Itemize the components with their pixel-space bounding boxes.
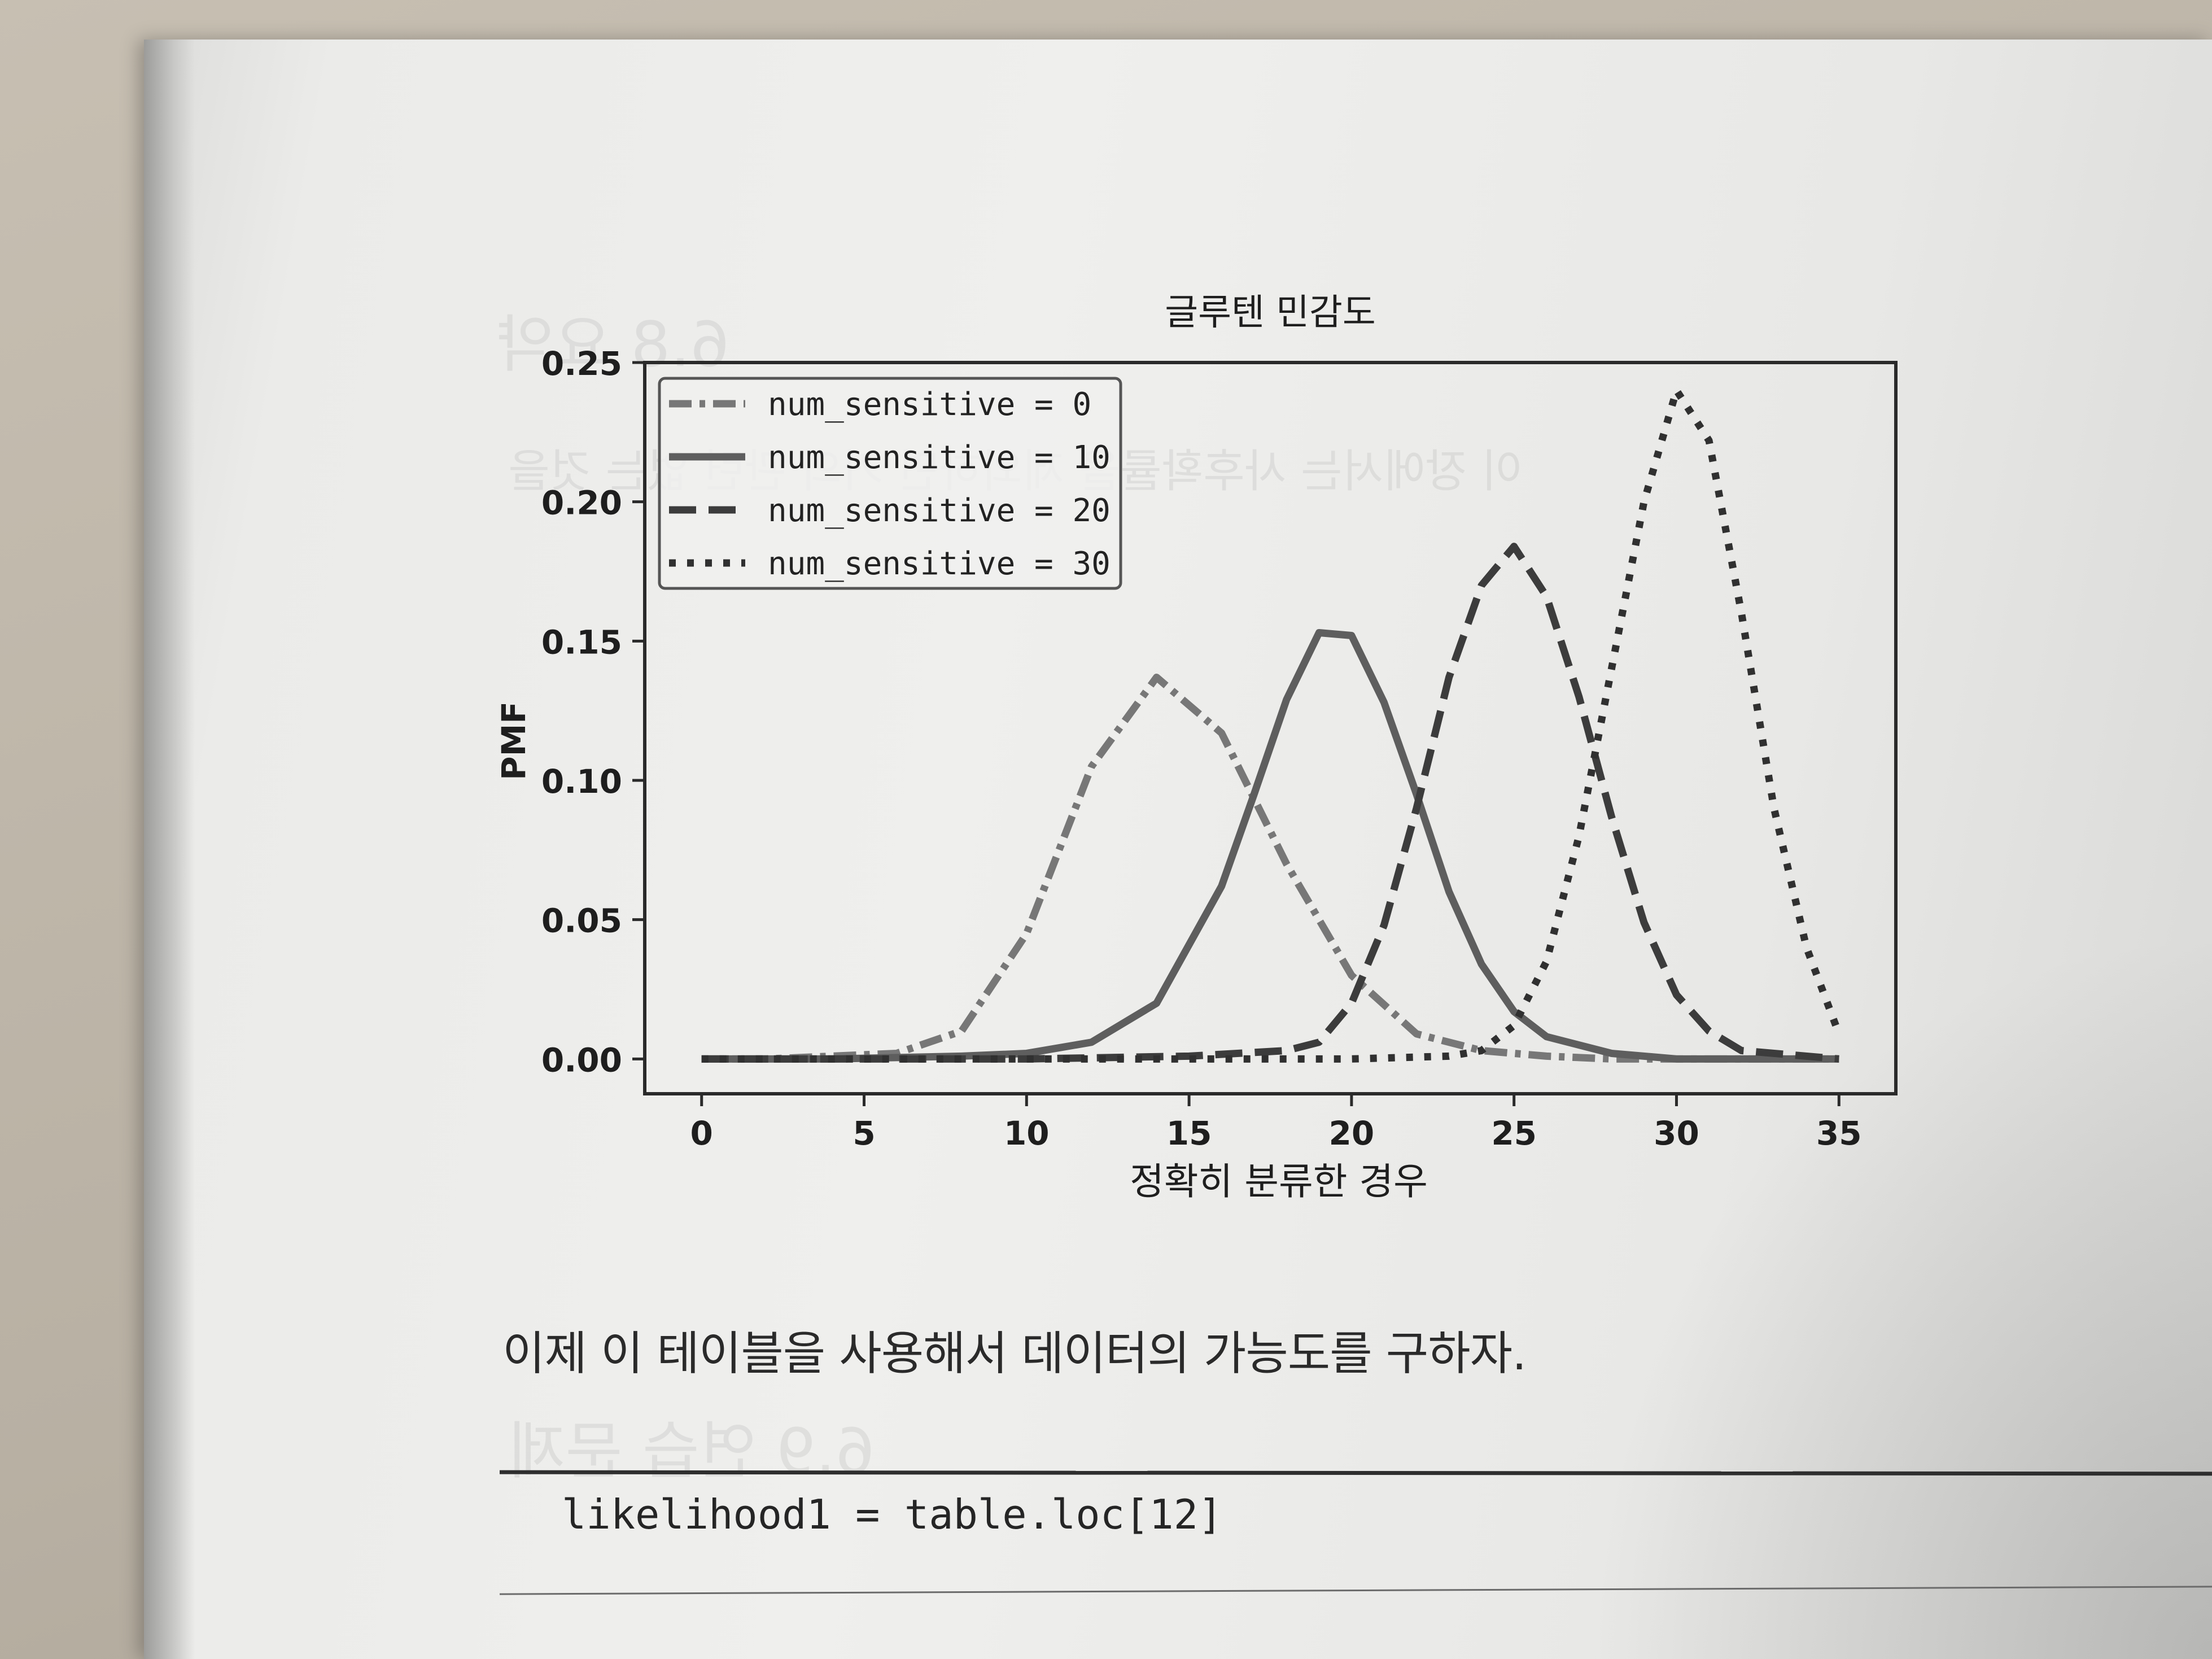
x-tick-label: 5 (853, 1114, 875, 1152)
plot-area-frame (643, 361, 1898, 1095)
x-tick-label: 10 (1004, 1114, 1050, 1152)
y-tick-label: 0.05 (541, 902, 622, 940)
body-paragraph: 이제 이 테이블을 사용해서 데이터의 가능도를 구하자. (502, 1327, 1527, 1381)
legend-label-0: num_sensitive = 0 (768, 386, 1091, 423)
y-tick-label: 0.25 (541, 344, 622, 383)
x-axis-label: 정확히 분류한 경우 (1130, 1160, 1428, 1203)
series-layer (701, 386, 1843, 1063)
y-tick-label: 0.20 (541, 484, 622, 522)
y-tick-label: 0.00 (541, 1041, 622, 1079)
page-gutter-shadow (144, 40, 195, 1659)
y-tick-label: 0.15 (541, 623, 622, 661)
y-axis-label: PMF (495, 701, 533, 780)
series-line-3 (701, 386, 1843, 1063)
y-axis: 0.00 0.05 0.10 0.15 0.20 0.25 (541, 344, 645, 1079)
legend-label-1: num_sensitive = 10 (768, 439, 1111, 476)
chart-title: 글루텐 민감도 (1165, 292, 1376, 334)
series-line-1 (701, 629, 1839, 1063)
x-tick-label: 30 (1654, 1114, 1699, 1152)
y-tick-label: 0.10 (541, 762, 622, 801)
series-line-2 (701, 543, 1839, 1063)
legend-entries: num_sensitive = 0 num_sensitive = 10 num_s… (669, 386, 1111, 582)
book-page (144, 40, 2212, 1659)
series-line-0 (701, 673, 1839, 1063)
x-tick-label: 15 (1166, 1114, 1212, 1152)
legend-label-2: num_sensitive = 20 (768, 492, 1111, 529)
x-tick-label: 25 (1491, 1114, 1537, 1152)
legend: num_sensitive = 0 num_sensitive = 10 num_s… (658, 377, 1122, 590)
x-tick-label: 0 (690, 1114, 713, 1152)
x-axis: 0 5 10 15 20 25 30 35 (690, 1094, 1862, 1152)
legend-label-3: num_sensitive = 30 (768, 545, 1111, 582)
code-line: likelihood1 = table.loc[12] (562, 1491, 1223, 1538)
legend-box (658, 377, 1122, 590)
x-tick-label: 20 (1329, 1114, 1375, 1152)
x-tick-label: 35 (1816, 1114, 1862, 1152)
